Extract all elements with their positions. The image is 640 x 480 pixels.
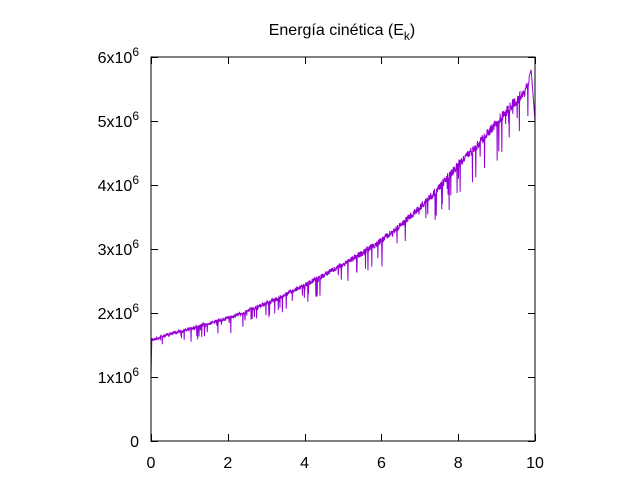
y-tick-label: 5x106 bbox=[98, 109, 140, 131]
x-tick-label: 8 bbox=[454, 455, 463, 472]
chart-title-suffix: ) bbox=[410, 22, 415, 39]
y-tick-label: 0 bbox=[130, 434, 139, 451]
plot-frame bbox=[150, 56, 536, 442]
y-tick-label: 3x106 bbox=[98, 237, 140, 259]
chart-title-subscript: k bbox=[404, 29, 411, 43]
series-layer bbox=[150, 69, 536, 378]
y-tick-label: 2x106 bbox=[98, 301, 140, 323]
axis-ticks bbox=[151, 57, 536, 442]
x-tick-label: 4 bbox=[300, 455, 309, 472]
x-tick-label: 0 bbox=[147, 455, 156, 472]
x-tick-label: 10 bbox=[526, 455, 544, 472]
series-line bbox=[150, 69, 536, 378]
chart-title: Energía cinética (Ek) bbox=[269, 22, 416, 43]
chart-title-main: Energía cinética (E bbox=[269, 22, 404, 39]
x-tick-label: 6 bbox=[377, 455, 386, 472]
x-tick-label: 2 bbox=[223, 455, 232, 472]
y-tick-label: 6x106 bbox=[98, 45, 140, 67]
tick-labels: 0 2 4 6 8 10 0 1x106 2x106 3x106 4x106 5x106 6x106 bbox=[98, 45, 544, 472]
y-tick-label: 1x106 bbox=[98, 365, 140, 387]
y-tick-label: 4x106 bbox=[98, 173, 140, 195]
